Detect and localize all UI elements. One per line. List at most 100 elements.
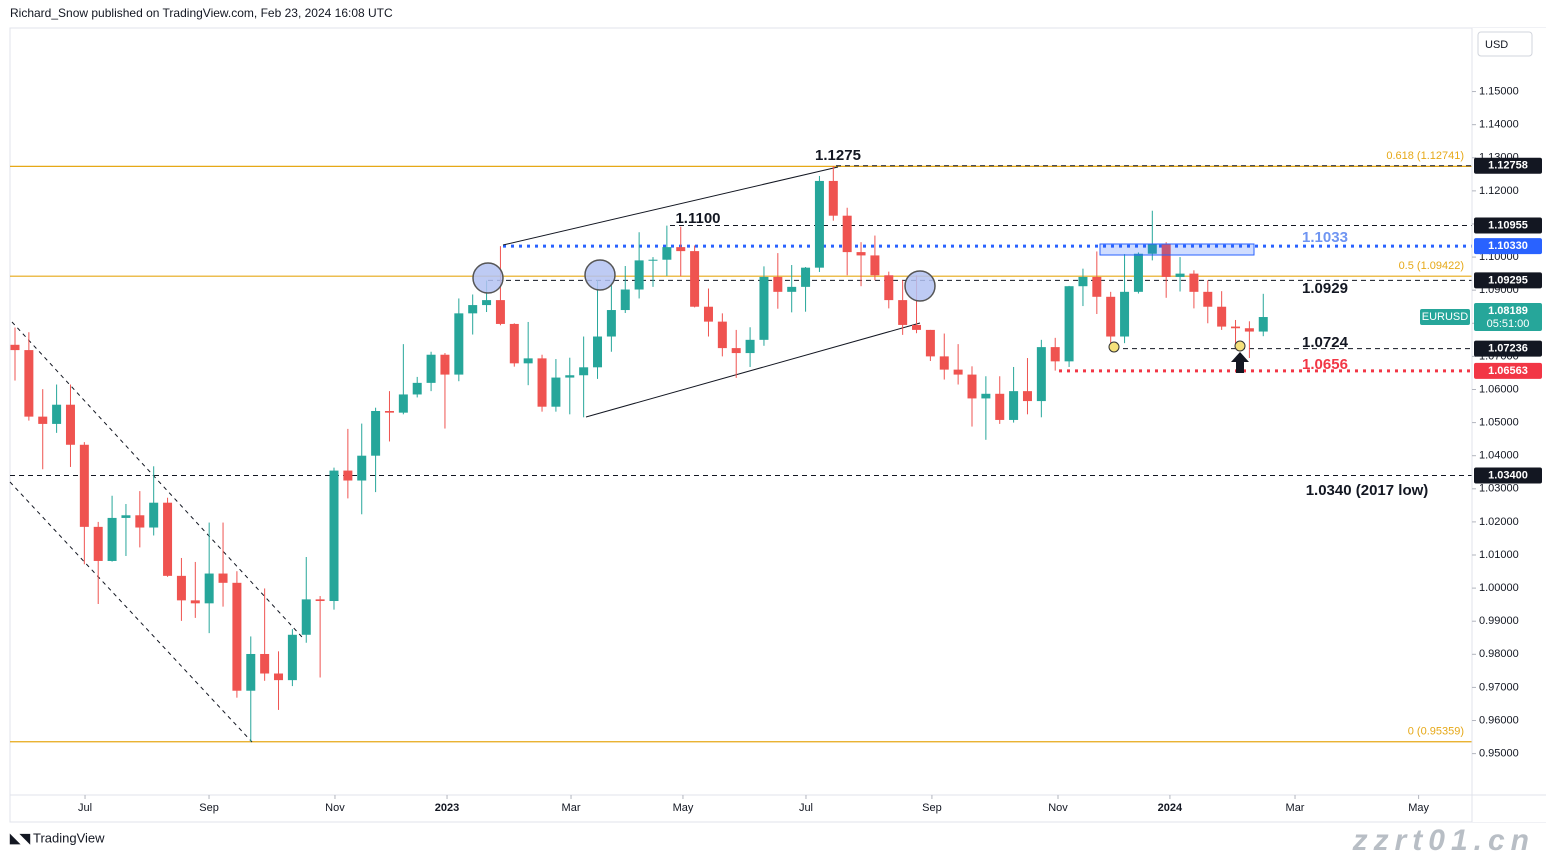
y-tick-label: 1.00000 [1479, 582, 1519, 594]
candle-body [967, 374, 977, 399]
annotation: 1.1100 [675, 210, 720, 227]
candle-body [1106, 296, 1116, 337]
brand-logo: ◣◥ [9, 830, 31, 845]
candle-body [24, 350, 34, 417]
fib-label: 0 (0.95359) [1408, 726, 1464, 738]
publisher-header: Richard_Snow published on TradingView.co… [10, 6, 393, 20]
candle-body [787, 286, 797, 292]
candles [10, 166, 1268, 742]
candle-body [523, 358, 533, 364]
candle-body [79, 444, 89, 527]
candle-body [384, 411, 394, 413]
annotation: 1.0929 [1302, 280, 1348, 297]
candle-body [1189, 273, 1199, 292]
chart-frame [9, 27, 1546, 823]
candle-body [274, 673, 284, 681]
x-tick-label: Mar [562, 802, 581, 814]
channel-line [9, 481, 253, 743]
annotation: 1.0656 [1302, 356, 1348, 373]
price-tag-label: 1.09295 [1488, 274, 1528, 286]
candle-body [898, 300, 908, 325]
candle-body [565, 375, 575, 378]
candle-body [1092, 276, 1102, 297]
candle-body [759, 276, 769, 340]
candle-body [593, 336, 603, 368]
candle-body [953, 369, 963, 375]
candle-body [371, 411, 381, 456]
candle-body [703, 306, 713, 322]
candle-body [717, 321, 727, 349]
x-tick-label: Nov [325, 802, 345, 814]
symbol-tag [1420, 309, 1470, 326]
candle-body [1175, 273, 1185, 277]
candle-body [1203, 291, 1213, 307]
candle-body [551, 377, 561, 407]
drawings [9, 166, 921, 743]
candle-body [163, 502, 173, 576]
candle-body [232, 582, 242, 691]
price-tag-label: 1.07236 [1488, 342, 1528, 354]
candle-body [412, 382, 422, 395]
wedge-line [585, 322, 921, 418]
candle-body [121, 515, 131, 518]
x-tick-label: Sep [922, 802, 942, 814]
y-tick-label: 1.12000 [1479, 185, 1519, 197]
candle-body [1078, 276, 1088, 287]
candle-body [925, 329, 935, 357]
candle-body [495, 300, 505, 324]
price-tag-label: 1.06563 [1488, 365, 1528, 377]
currency: USD [1485, 39, 1508, 51]
price-tag [1474, 272, 1542, 289]
candle-body [38, 416, 48, 424]
candle-body [149, 502, 159, 528]
candle-body [176, 575, 186, 601]
candle-body [856, 252, 866, 256]
y-tick-label: 0.96000 [1479, 714, 1519, 726]
resistance-zone [1099, 243, 1255, 256]
x-tick-label: Mar [1286, 802, 1305, 814]
candle-body [884, 275, 894, 301]
candle-body [204, 573, 214, 604]
candle-body [814, 180, 824, 268]
candle-body [939, 356, 949, 370]
y-tick-label: 0.97000 [1479, 681, 1519, 693]
candle-body [1022, 391, 1032, 402]
candle-body [1244, 328, 1254, 332]
x-tick-label: May [673, 802, 694, 814]
price-tag-label: 1.10330 [1488, 240, 1528, 252]
x-tick-label: Nov [1048, 802, 1068, 814]
fib-label: 0.5 (1.09422) [1399, 260, 1464, 272]
up-arrow [1231, 352, 1249, 373]
candle-body [468, 305, 478, 314]
candle-body [648, 259, 658, 261]
candle-body [1133, 253, 1143, 292]
candle-body [287, 634, 297, 681]
x-tick-label: May [1408, 802, 1429, 814]
candle-body [260, 653, 270, 674]
axes: USD 0.95000 0.96000 0.97000 0.98000 0.99000 1… [10, 28, 1546, 822]
annotation: 1.0724 [1302, 334, 1349, 351]
candle-body [65, 404, 75, 445]
candle-body [1258, 317, 1268, 332]
price-tag [1474, 217, 1542, 234]
candle-body [190, 600, 200, 604]
candle-body [440, 354, 450, 375]
y-tick-label: 1.04000 [1479, 450, 1519, 462]
y-tick-label: 0.98000 [1479, 648, 1519, 660]
candle-body [1217, 306, 1227, 327]
x-tick-label: Sep [199, 802, 219, 814]
candle-body [301, 599, 311, 635]
candle-body [606, 310, 616, 337]
candle-body [1120, 291, 1130, 337]
candle-body [662, 247, 672, 260]
price-tag-label: 1.10955 [1488, 219, 1528, 231]
candle-body [912, 324, 922, 330]
price-tag [1474, 362, 1542, 379]
annotation: 1.0340 (2017 low) [1306, 482, 1429, 499]
candle-body [315, 599, 325, 602]
y-tick-label: 1.14000 [1479, 119, 1519, 131]
y-tick-label: 0.95000 [1479, 748, 1519, 760]
price-tag [1474, 157, 1542, 174]
